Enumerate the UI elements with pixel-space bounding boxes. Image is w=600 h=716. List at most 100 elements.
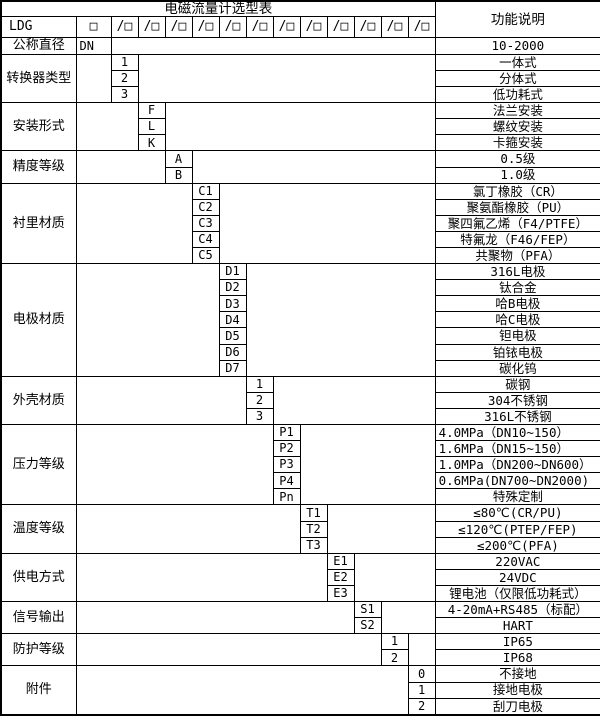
filler-cell xyxy=(75,102,139,152)
filler-cell xyxy=(75,182,193,265)
filler-cell xyxy=(272,375,436,426)
function-cell: 铂铱电极 xyxy=(434,343,600,361)
function-cell: IP68 xyxy=(434,649,600,667)
option-code-cell: C3 xyxy=(191,214,220,232)
filler-cell xyxy=(75,552,328,603)
option-code-cell: P2 xyxy=(272,440,301,458)
option-row: E2 24VDC xyxy=(1,568,600,586)
option-row: C4 特氟龙（F46/FEP） xyxy=(1,230,600,248)
function-cell: 24VDC xyxy=(434,568,600,586)
diameter-code: DN xyxy=(75,37,112,55)
model-segment-box-6: /□ xyxy=(245,16,274,39)
function-cell: 接地电极 xyxy=(434,681,600,699)
model-segment-box-9: /□ xyxy=(326,16,355,39)
function-cell: 低功耗式 xyxy=(434,86,600,104)
filler-cell xyxy=(137,53,436,104)
function-cell: 不接地 xyxy=(434,665,600,683)
option-row: K 卡箍安装 xyxy=(1,134,600,152)
function-cell: 1.6MPa（DN15~150） xyxy=(434,440,600,458)
function-cell: 钛合金 xyxy=(434,279,600,297)
filler-cell xyxy=(75,150,166,184)
table-title: 电磁流量计选型表 xyxy=(0,0,436,18)
function-cell: 一体式 xyxy=(434,53,600,71)
option-code-cell: S2 xyxy=(353,617,382,635)
function-column-header: 功能说明 xyxy=(434,0,600,39)
function-cell: 316L电极 xyxy=(434,263,600,281)
option-code-cell: K xyxy=(137,134,166,152)
group-label-3: 衬里材质 xyxy=(0,182,77,265)
option-row: D6 铂铱电极 xyxy=(1,343,600,361)
model-segment-box-10: /□ xyxy=(353,16,382,39)
model-segment-box-12: /□ xyxy=(407,16,436,39)
filler-cell xyxy=(75,263,220,377)
filler-cell xyxy=(407,633,436,667)
option-code-cell: C5 xyxy=(191,246,220,265)
function-cell: 氯丁橡胶（CR） xyxy=(434,182,600,200)
group-label-11: 附件 xyxy=(0,665,77,716)
function-cell: 4.0MPa（DN10~150） xyxy=(434,423,600,442)
option-row: T3 ≤200℃(PFA) xyxy=(1,536,600,554)
option-row: P2 1.6MPa（DN15~150） xyxy=(1,440,600,458)
option-code-cell: C2 xyxy=(191,198,220,216)
option-code-cell: 2 xyxy=(380,649,409,667)
function-cell: 聚四氟乙烯（F4/PTFE） xyxy=(434,214,600,232)
option-code-cell: A xyxy=(164,150,193,168)
option-row: 衬里材质 C1 氯丁橡胶（CR） xyxy=(0,182,600,265)
option-row: 安装形式 F 法兰安装 xyxy=(0,102,600,152)
option-code-cell: E1 xyxy=(326,552,355,570)
filler-cell xyxy=(75,601,355,635)
group-label-1: 安装形式 xyxy=(0,102,77,152)
group-label-diameter: 公称直径 xyxy=(0,37,77,55)
option-code-cell: 2 xyxy=(245,391,274,409)
model-segment-box-4: /□ xyxy=(191,16,220,39)
filler-cell xyxy=(75,504,301,554)
option-code-cell: 2 xyxy=(110,69,139,88)
option-code-cell: 2 xyxy=(407,697,436,716)
group-label-8: 供电方式 xyxy=(0,552,77,603)
model-segment-box-1: /□ xyxy=(110,16,139,39)
option-row: C5 共聚物（PFA） xyxy=(1,246,600,265)
function-cell: 304不锈钢 xyxy=(434,391,600,409)
filler-cell xyxy=(110,37,436,55)
group-label-9: 信号输出 xyxy=(0,601,77,635)
option-code-cell: 3 xyxy=(110,86,139,104)
option-row: 附件 0 不接地 xyxy=(0,665,600,716)
function-cell: 316L不锈钢 xyxy=(434,407,600,426)
function-cell: 特氟龙（F46/FEP） xyxy=(434,230,600,248)
model-segment-box-8: /□ xyxy=(299,16,328,39)
option-code-cell: E2 xyxy=(326,568,355,586)
option-code-cell: F xyxy=(137,102,166,120)
group-label-6: 压力等级 xyxy=(0,423,77,506)
option-code-cell: D1 xyxy=(218,263,247,281)
option-code-cell: D4 xyxy=(218,311,247,329)
option-row: B 1.0级 xyxy=(1,166,600,184)
filler-cell xyxy=(299,423,436,506)
option-code-cell: T3 xyxy=(299,536,328,554)
function-cell: 碳化钨 xyxy=(434,359,600,377)
function-cell: IP65 xyxy=(434,633,600,651)
group-label-2: 精度等级 xyxy=(0,150,77,184)
option-row: 2 刮刀电极 xyxy=(1,697,600,716)
function-cell: 0.5级 xyxy=(434,150,600,168)
option-row: 3 316L不锈钢 xyxy=(1,407,600,426)
option-code-cell: T2 xyxy=(299,520,328,538)
option-row: 压力等级 P1 4.0MPa（DN10~150） xyxy=(0,423,600,506)
group-label-5: 外壳材质 xyxy=(0,375,77,426)
function-cell: ≤80℃(CR/PU) xyxy=(434,504,600,522)
function-cell: 哈B电极 xyxy=(434,295,600,313)
option-code-cell: E3 xyxy=(326,584,355,603)
filler-cell xyxy=(75,53,112,104)
filler-cell xyxy=(353,552,436,603)
option-row: 外壳材质 1 碳钢 xyxy=(0,375,600,426)
model-segment-box-5: /□ xyxy=(218,16,247,39)
option-row: 防护等级 1 IP65 xyxy=(0,633,600,667)
option-code-cell: T1 xyxy=(299,504,328,522)
function-cell: 法兰安装 xyxy=(434,102,600,120)
group-label-4: 电极材质 xyxy=(0,263,77,377)
function-cell: 刮刀电极 xyxy=(434,697,600,716)
option-row: P4 0.6MPa(DN700~DN2000) xyxy=(1,472,600,490)
filler-cell xyxy=(218,182,436,265)
function-cell: HART xyxy=(434,617,600,635)
filler-cell xyxy=(191,150,436,184)
function-cell: 共聚物（PFA） xyxy=(434,246,600,265)
